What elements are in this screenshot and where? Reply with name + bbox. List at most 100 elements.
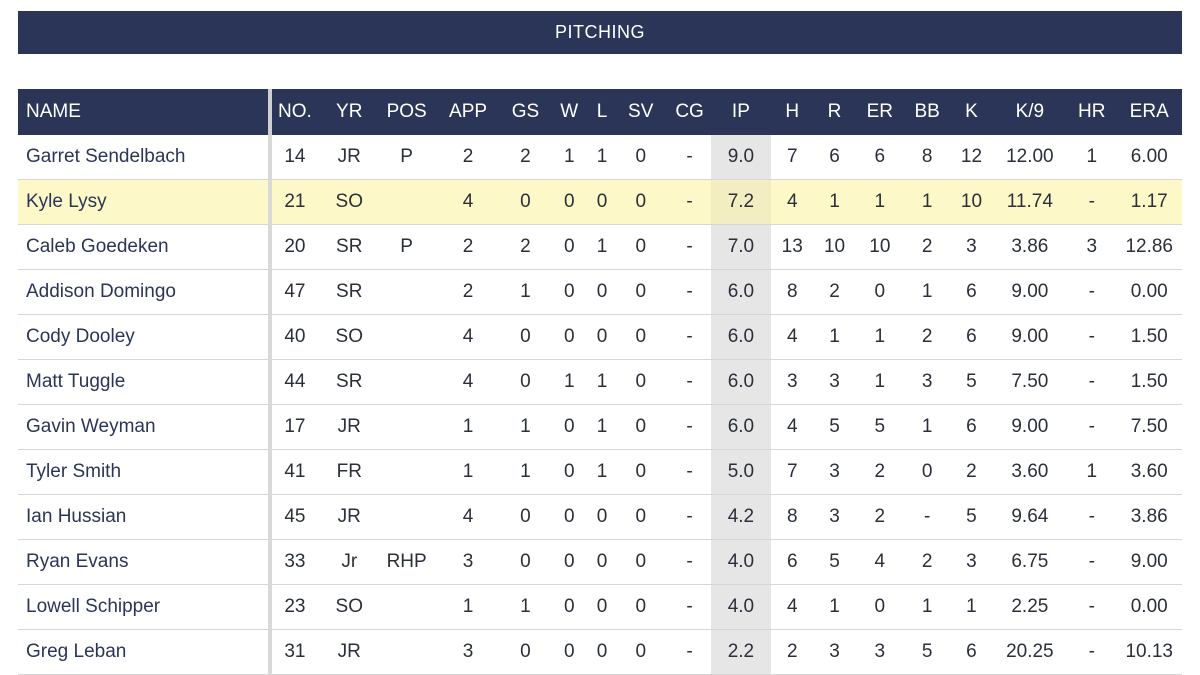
- player-name-cell[interactable]: Garret Sendelbach: [18, 135, 272, 180]
- stat-cell-hr: -: [1067, 179, 1117, 225]
- player-name-cell[interactable]: Caleb Goedeken: [18, 224, 272, 270]
- stat-cell-bb: 2: [904, 539, 951, 585]
- stat-cell-pos: [380, 269, 433, 315]
- column-header-r[interactable]: R: [813, 89, 856, 135]
- stat-cell-cg: -: [668, 539, 711, 585]
- player-name-cell[interactable]: Ian Hussian: [18, 494, 272, 540]
- stat-cell-r: 1: [813, 179, 856, 225]
- stat-cell-yr: JR: [318, 404, 381, 450]
- column-header-k-9[interactable]: K/9: [992, 89, 1068, 135]
- stat-cell-era: 6.00: [1116, 135, 1182, 180]
- stat-cell-gs: 0: [503, 359, 548, 405]
- stat-cell-app: 3: [432, 629, 504, 675]
- stat-cell-w: 0: [547, 179, 591, 225]
- stat-cell-hr: -: [1067, 629, 1117, 675]
- table-row: Ian Hussian 45 JR 4 0 0 0 0-4.2 8 3 2-5 9.64-3.86: [18, 494, 1182, 540]
- column-header-l[interactable]: L: [590, 89, 614, 135]
- table-row: Greg Leban 31 JR 3 0 0 0 0-2.2 2 3 3 5 6 20.25-10.13: [18, 629, 1182, 675]
- column-header-app[interactable]: APP: [432, 89, 504, 135]
- stat-cell-yr: SO: [318, 179, 381, 225]
- stat-cell-r: 5: [813, 539, 856, 585]
- stat-cell-k: 3: [950, 224, 993, 270]
- stat-cell-hr: 1: [1067, 449, 1117, 495]
- stat-cell-l: 1: [590, 224, 614, 270]
- stat-cell-cg: -: [668, 629, 711, 675]
- stat-cell-gs: 2: [503, 135, 548, 180]
- stat-cell-pos: [380, 449, 433, 495]
- column-header-no[interactable]: NO.: [269, 89, 319, 135]
- stat-cell-no: 45: [269, 494, 319, 540]
- stat-cell-w: 0: [547, 314, 591, 360]
- stat-cell-er: 1: [855, 359, 904, 405]
- column-header-ip[interactable]: IP: [710, 89, 772, 135]
- stat-cell-yr: JR: [318, 135, 381, 180]
- stat-cell-er: 10: [855, 224, 904, 270]
- column-header-era[interactable]: ERA: [1116, 89, 1182, 135]
- stat-cell-w: 0: [547, 584, 591, 630]
- player-name-cell[interactable]: Gavin Weyman: [18, 404, 272, 450]
- player-name-cell[interactable]: Tyler Smith: [18, 449, 272, 495]
- player-name-cell[interactable]: Ryan Evans: [18, 539, 272, 585]
- player-name-cell[interactable]: Greg Leban: [18, 629, 272, 675]
- stat-cell-r: 3: [813, 449, 856, 495]
- stat-cell-pos: [380, 179, 433, 225]
- stat-cell-w: 0: [547, 224, 591, 270]
- stat-cell-w: 0: [547, 629, 591, 675]
- stat-cell-ip: 6.0: [710, 314, 772, 360]
- stat-cell-k: 5: [950, 494, 993, 540]
- stat-cell-app: 2: [432, 224, 504, 270]
- column-header-k[interactable]: K: [950, 89, 993, 135]
- stat-cell-w: 0: [547, 449, 591, 495]
- stat-cell-hr: -: [1067, 539, 1117, 585]
- stat-cell-bb: -: [904, 494, 951, 540]
- stat-cell-r: 3: [813, 494, 856, 540]
- stat-cell-app: 2: [432, 135, 504, 180]
- stat-cell-gs: 1: [503, 449, 548, 495]
- stat-cell-er: 5: [855, 404, 904, 450]
- stat-cell-ip: 6.0: [710, 269, 772, 315]
- player-name-cell[interactable]: Addison Domingo: [18, 269, 272, 315]
- column-header-hr[interactable]: HR: [1067, 89, 1117, 135]
- player-name-cell[interactable]: Matt Tuggle: [18, 359, 272, 405]
- stat-cell-er: 1: [855, 314, 904, 360]
- stat-cell-bb: 1: [904, 584, 951, 630]
- stat-cell-bb: 3: [904, 359, 951, 405]
- stat-cell-era: 7.50: [1116, 404, 1182, 450]
- stat-cell-yr: SO: [318, 314, 381, 360]
- stat-cell-pos: P: [380, 135, 433, 180]
- column-header-pos[interactable]: POS: [380, 89, 433, 135]
- player-name-cell[interactable]: Kyle Lysy: [18, 179, 272, 225]
- stat-cell-k-9: 9.00: [992, 404, 1068, 450]
- column-header-name[interactable]: NAME: [18, 89, 272, 135]
- stat-cell-r: 10: [813, 224, 856, 270]
- stat-cell-bb: 5: [904, 629, 951, 675]
- stat-cell-w: 0: [547, 404, 591, 450]
- stat-cell-k-9: 2.25: [992, 584, 1068, 630]
- stat-cell-l: 0: [590, 584, 614, 630]
- stat-cell-bb: 1: [904, 404, 951, 450]
- player-name-cell[interactable]: Lowell Schipper: [18, 584, 272, 630]
- stat-cell-w: 0: [547, 494, 591, 540]
- stat-cell-l: 0: [590, 539, 614, 585]
- column-header-sv[interactable]: SV: [613, 89, 669, 135]
- column-header-cg[interactable]: CG: [668, 89, 711, 135]
- player-name-cell[interactable]: Cody Dooley: [18, 314, 272, 360]
- stat-cell-l: 0: [590, 494, 614, 540]
- table-row: Kyle Lysy 21 SO 4 0 0 0 0-7.2 4 1 1 1 10 11.74-1.17: [18, 179, 1182, 225]
- stat-cell-era: 3.86: [1116, 494, 1182, 540]
- stat-cell-sv: 0: [613, 135, 669, 180]
- column-header-yr[interactable]: YR: [318, 89, 381, 135]
- column-header-bb[interactable]: BB: [904, 89, 951, 135]
- stat-cell-yr: Jr: [318, 539, 381, 585]
- stat-cell-ip: 6.0: [710, 359, 772, 405]
- column-header-w[interactable]: W: [547, 89, 591, 135]
- column-header-h[interactable]: H: [771, 89, 814, 135]
- stat-cell-app: 4: [432, 314, 504, 360]
- stat-cell-w: 1: [547, 135, 591, 180]
- stat-cell-sv: 0: [613, 179, 669, 225]
- stat-cell-sv: 0: [613, 584, 669, 630]
- stat-cell-no: 20: [269, 224, 319, 270]
- column-header-gs[interactable]: GS: [503, 89, 548, 135]
- column-header-er[interactable]: ER: [855, 89, 904, 135]
- section-banner: PITCHING: [18, 11, 1182, 54]
